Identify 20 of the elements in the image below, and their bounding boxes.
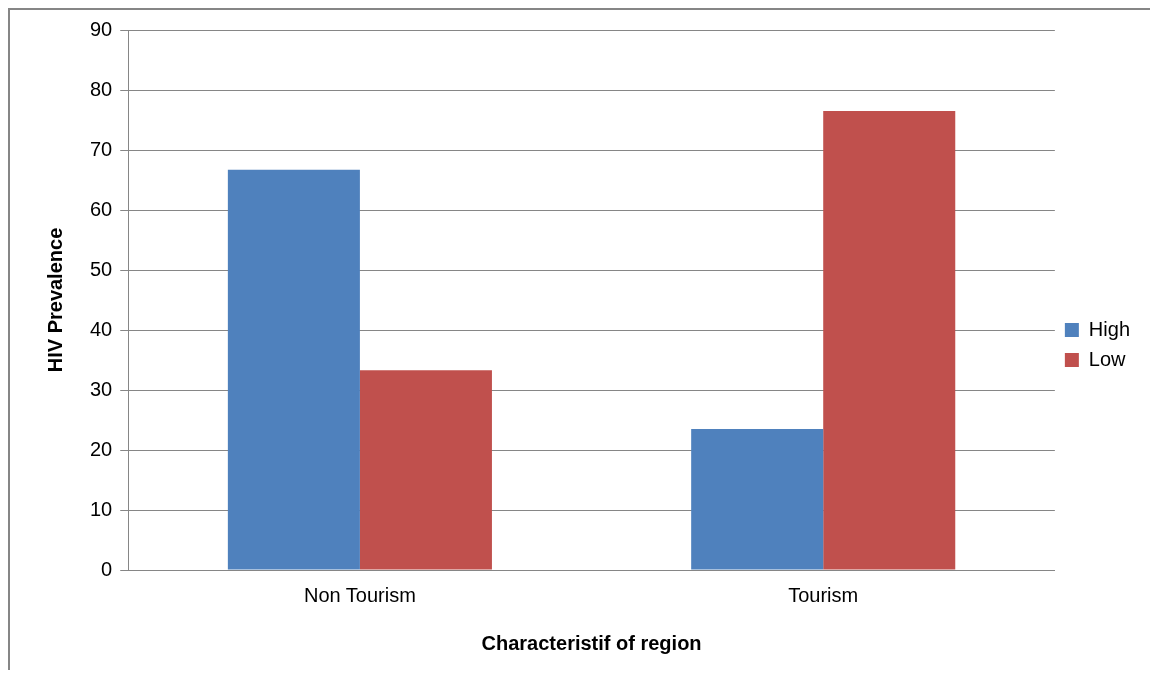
y-tick-label: 30 <box>90 377 113 400</box>
x-axis-title: Characteristif of region <box>481 631 702 654</box>
legend-label: Low <box>1088 347 1127 370</box>
bar <box>691 429 824 570</box>
y-tick-label: 70 <box>90 137 113 160</box>
y-tick-label: 50 <box>90 257 113 280</box>
bar <box>359 370 492 570</box>
x-tick-label: Non Tourism <box>303 583 416 606</box>
y-tick-label: 40 <box>90 317 113 340</box>
x-tick-label: Tourism <box>788 583 859 606</box>
bar <box>823 111 956 570</box>
legend-label: High <box>1088 317 1131 340</box>
y-tick-label: 90 <box>90 17 113 40</box>
y-tick-label: 80 <box>90 77 113 100</box>
y-axis-title: HIV Prevalence <box>43 227 66 373</box>
y-tick-label: 0 <box>101 557 113 580</box>
y-tick-label: 20 <box>90 437 113 460</box>
y-tick-label: 60 <box>90 197 113 220</box>
bar <box>227 169 360 570</box>
y-tick-label: 10 <box>90 497 113 520</box>
